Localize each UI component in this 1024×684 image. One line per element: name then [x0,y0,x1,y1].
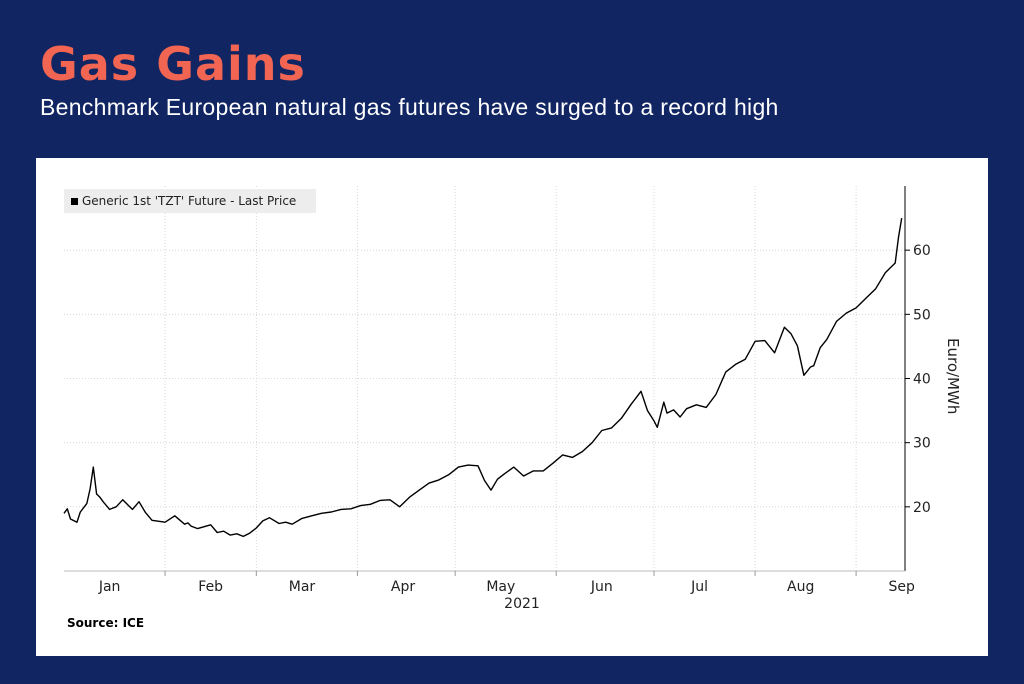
series-line [63,217,903,538]
x-tick-label: Sep [889,579,916,595]
page-title: Gas Gains [40,37,306,91]
x-axis-year-label: 2021 [504,596,540,612]
y-tick-label: 40 [913,372,931,388]
chart-card: Generic 1st 'TZT' Future - Last Price 20… [36,158,988,656]
x-tick-label: Jun [590,579,613,595]
x-tick-label: Apr [391,579,415,595]
x-tick-label: Feb [198,579,223,595]
page-subtitle: Benchmark European natural gas futures h… [40,94,779,120]
chart-legend: Generic 1st 'TZT' Future - Last Price [64,189,316,213]
x-axis-ticks: Jan Feb Mar Apr May Jun Jul Aug Sep [98,571,915,595]
x-tick-label: Jul [690,579,708,595]
y-tick-label: 30 [913,436,931,452]
legend-box [64,189,316,213]
y-tick-label: 50 [913,307,931,323]
y-tick-label: 20 [913,500,931,516]
legend-swatch [71,198,78,205]
chart-grid [64,186,905,571]
source-note: Source: ICE [67,616,144,630]
x-tick-label: Aug [787,579,814,595]
x-tick-label: May [486,579,515,595]
x-tick-label: Mar [289,579,316,595]
line-chart: Generic 1st 'TZT' Future - Last Price 20… [63,186,962,630]
y-axis-label: Euro/MWh [944,338,962,414]
y-tick-label: 60 [913,243,931,259]
y-axis-ticks: 20 30 40 50 60 [905,243,931,516]
legend-label: Generic 1st 'TZT' Future - Last Price [82,194,296,208]
x-tick-label: Jan [98,579,121,595]
